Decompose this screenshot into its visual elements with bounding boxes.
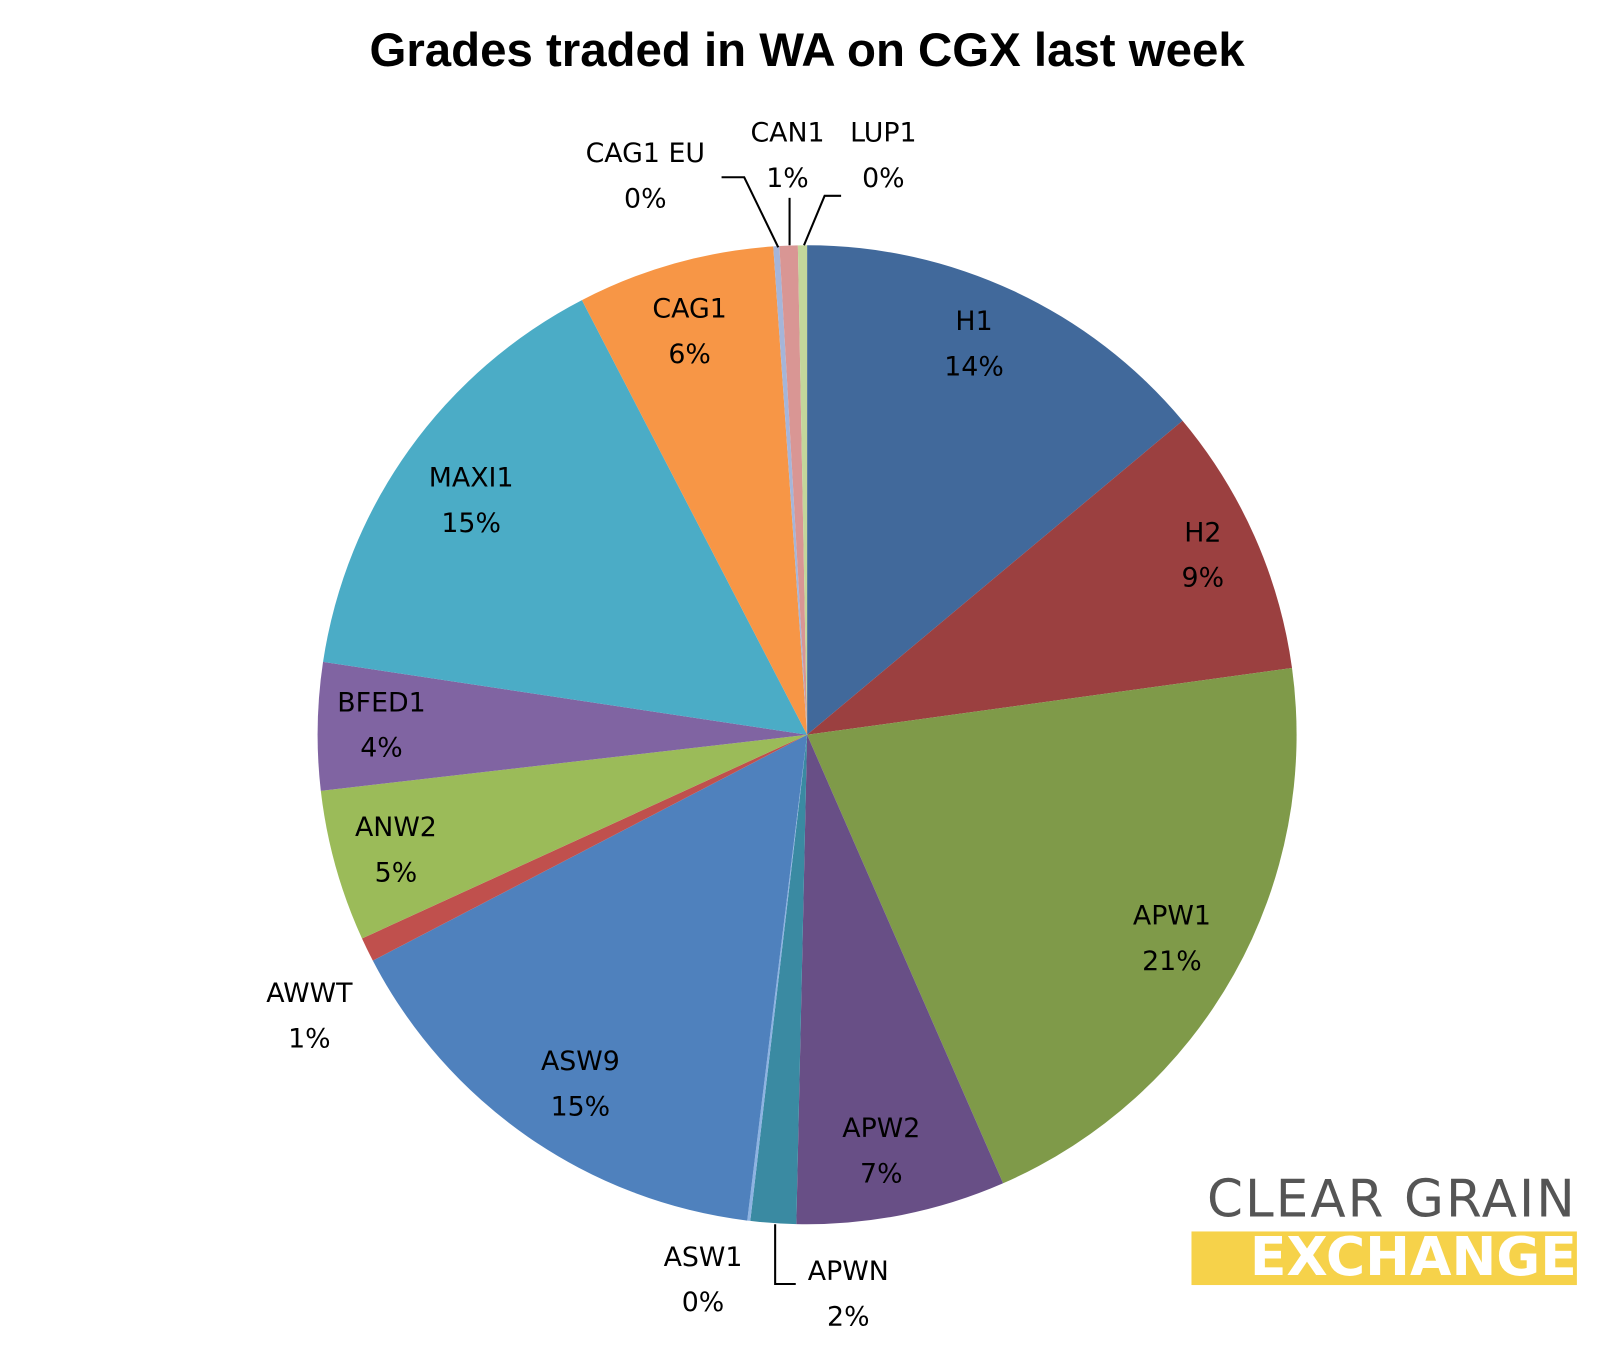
slice-value-label: 1% <box>288 1023 331 1054</box>
leader-lines <box>721 176 842 1286</box>
pie-slice <box>581 246 808 735</box>
slice-label: APW2 <box>842 1113 920 1144</box>
slice-label: CAG1 <box>652 294 726 325</box>
pie-slice <box>807 420 1293 735</box>
pie-slice <box>796 734 1004 1225</box>
pie-slice <box>797 245 808 735</box>
pie-slice <box>317 661 808 791</box>
slice-label: LUP1 <box>850 117 916 148</box>
slice-value-label: 14% <box>944 351 1004 382</box>
pie-slice <box>320 734 808 939</box>
logo-line1: CLEAR GRAIN <box>1207 1170 1577 1230</box>
slice-label: MAXI1 <box>429 463 514 494</box>
slice-value-label: 2% <box>827 1302 870 1333</box>
slice-label: CAN1 <box>750 117 824 148</box>
pie-slice <box>807 668 1297 1184</box>
pie-slice <box>750 734 808 1225</box>
pie-slice <box>747 734 808 1221</box>
leader-line <box>721 176 780 248</box>
logo-band <box>1191 1231 1577 1286</box>
pie-slice <box>372 734 808 1221</box>
slice-value-label: 9% <box>1182 563 1225 594</box>
pie-slice <box>779 245 808 735</box>
slice-value-label: 6% <box>668 339 711 370</box>
slice-label: ASW1 <box>664 1242 743 1273</box>
slice-label: H2 <box>1184 517 1221 548</box>
pie-slice <box>807 245 1183 735</box>
slice-value-label: 0% <box>624 183 667 214</box>
logo: CLEAR GRAIN EXCHANGE <box>1191 1170 1577 1288</box>
pie-slice <box>323 300 808 735</box>
slice-value-label: 21% <box>1142 946 1202 977</box>
slice-label: APW1 <box>1133 901 1211 932</box>
slice-value-label: 0% <box>682 1287 725 1318</box>
slice-label: CAG1 EU <box>586 138 705 169</box>
slice-label: APWN <box>808 1256 889 1287</box>
slice-label: ASW9 <box>541 1046 620 1077</box>
slice-value-label: 5% <box>375 857 418 888</box>
slice-label: ANW2 <box>355 812 437 843</box>
slice-label: H1 <box>955 306 992 337</box>
slice-label: BFED1 <box>337 687 425 718</box>
slice-label: AWWT <box>266 978 353 1009</box>
slice-value-label: 1% <box>766 163 809 194</box>
pie-slice <box>773 246 808 735</box>
slice-value-label: 4% <box>360 733 403 764</box>
slice-value-label: 7% <box>860 1158 903 1189</box>
leader-line <box>803 194 842 246</box>
leader-line <box>774 1224 796 1286</box>
slice-value-label: 15% <box>551 1091 611 1122</box>
logo-line2: EXCHANGE <box>1250 1225 1577 1288</box>
slice-value-label: 0% <box>862 163 905 194</box>
slice-value-label: 15% <box>441 508 501 539</box>
pie-slice <box>362 734 808 961</box>
slices <box>317 245 1297 1225</box>
chart-title: Grades traded in WA on CGX last week <box>369 24 1245 77</box>
